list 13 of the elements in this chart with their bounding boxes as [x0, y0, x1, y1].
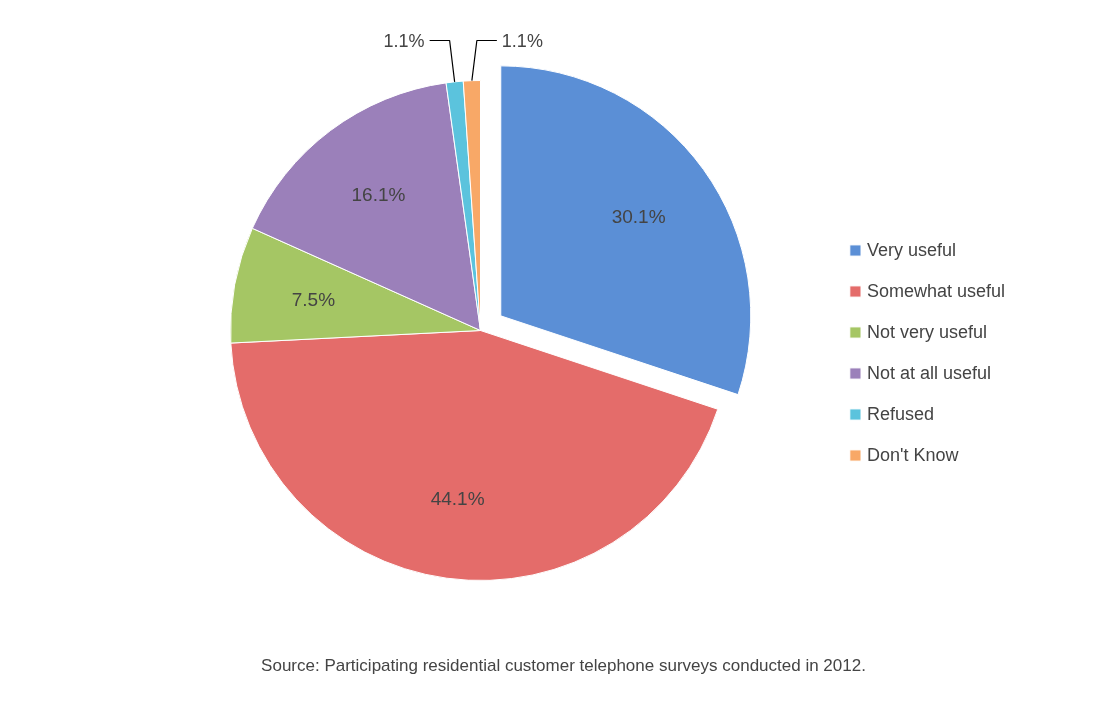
legend-label: Not at all useful [866, 362, 991, 384]
legend-label: Somewhat useful [866, 280, 1005, 302]
data-label: 30.1% [611, 205, 666, 227]
data-label: 16.1% [351, 184, 406, 206]
data-label: 7.5% [291, 288, 336, 310]
source-note: Source: Participating residential customer telephone surveys conducted in 2012. [261, 656, 866, 675]
data-label: 44.1% [430, 488, 485, 510]
legend-label: Refused [866, 403, 934, 425]
legend-label: Not very useful [866, 321, 987, 343]
data-label: 1.1% [501, 30, 543, 51]
legend-label: Don't Know [866, 444, 959, 466]
legend-label: Very useful [866, 239, 956, 261]
data-label: 1.1% [383, 30, 425, 51]
